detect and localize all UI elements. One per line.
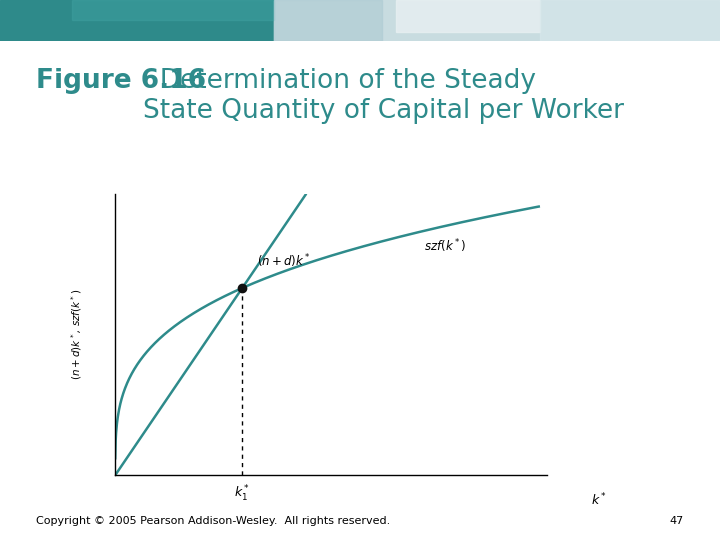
Text: Figure 6.16: Figure 6.16	[36, 68, 206, 93]
Text: $k^*$: $k^*$	[591, 492, 607, 509]
Bar	[274, 0, 382, 40]
Bar	[540, 0, 720, 40]
Text: $szf(k^*)$: $szf(k^*)$	[424, 238, 467, 255]
Text: $(n + d)k^*$, $szf(k^*)$: $(n + d)k^*$, $szf(k^*)$	[69, 289, 84, 381]
Bar	[396, 0, 540, 32]
Text: $(n + d)k^*$: $(n + d)k^*$	[257, 253, 311, 271]
Text: Determination of the Steady
State Quantity of Capital per Worker: Determination of the Steady State Quanti…	[143, 68, 624, 124]
Bar	[274, 0, 720, 40]
Bar	[72, 0, 274, 20]
Text: Copyright © 2005 Pearson Addison-Wesley.  All rights reserved.: Copyright © 2005 Pearson Addison-Wesley.…	[36, 516, 390, 526]
Text: 47: 47	[670, 516, 684, 526]
Bar	[0, 0, 274, 40]
Text: $k_1^*$: $k_1^*$	[234, 484, 251, 504]
